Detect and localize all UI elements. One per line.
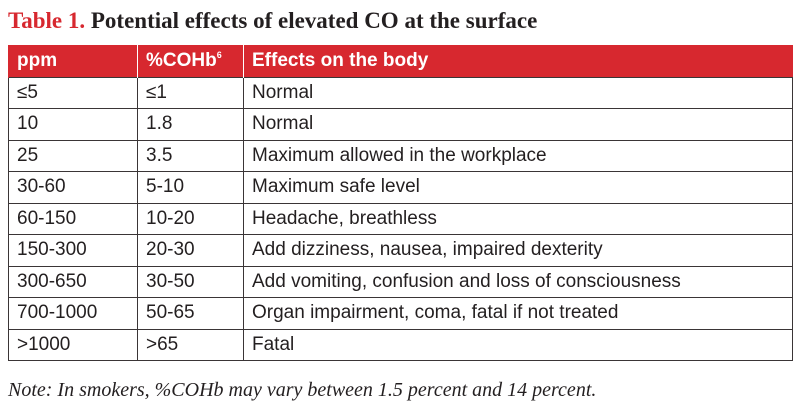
table-body: ≤5 ≤1 Normal 10 1.8 Normal 25 3.5 Maximum allowe… [8, 76, 793, 361]
cell-effect: Headache, breathless [243, 202, 793, 235]
table-note: Note: In smokers, %COHb may vary between… [8, 379, 597, 401]
cell-effect: Organ impairment, coma, fatal if not tre… [243, 297, 793, 330]
table-number-label: Table 1. [8, 8, 86, 33]
cell-cohb: 50-65 [137, 297, 244, 330]
cell-cohb: 10-20 [137, 202, 244, 235]
table-row: 300-650 30-50 Add vomiting, confusion and … [8, 265, 793, 298]
cell-cohb: 30-50 [137, 265, 244, 298]
table-header: ppm %COHb6 Effects on the body [8, 45, 793, 77]
table-title: Potential effects of elevated CO at the … [90, 8, 538, 33]
table-row: 10 1.8 Normal [8, 108, 793, 141]
cell-effect: Maximum allowed in the workplace [243, 139, 793, 172]
cell-cohb: ≤1 [137, 76, 244, 109]
cell-ppm: 150-300 [8, 234, 138, 267]
header-effects: Effects on the body [243, 45, 793, 77]
table-caption: Table 1. Potential effects of elevated C… [8, 6, 537, 36]
cell-cohb: 20-30 [137, 234, 244, 267]
footnote-ref: 6 [216, 49, 222, 60]
header-cohb: %COHb6 [137, 45, 244, 77]
cell-ppm: 25 [8, 139, 138, 172]
cell-effect: Maximum safe level [243, 171, 793, 204]
table-row: 150-300 20-30 Add dizziness, nausea, impai… [8, 234, 793, 267]
cell-cohb: 3.5 [137, 139, 244, 172]
cell-cohb: 1.8 [137, 108, 244, 141]
cell-effect: Fatal [243, 328, 793, 361]
header-cohb-label: %COHb [146, 49, 217, 71]
header-ppm: ppm [8, 45, 138, 77]
cell-ppm: 700-1000 [8, 297, 138, 330]
cell-cohb: >65 [137, 328, 244, 361]
table-row: ≤5 ≤1 Normal [8, 76, 793, 109]
cell-effect: Add vomiting, confusion and loss of cons… [243, 265, 793, 298]
table-row: >1000 >65 Fatal [8, 328, 793, 361]
cell-effect: Normal [243, 76, 793, 109]
cell-cohb: 5-10 [137, 171, 244, 204]
cell-ppm: 30-60 [8, 171, 138, 204]
cell-ppm: 300-650 [8, 265, 138, 298]
cell-ppm: ≤5 [8, 76, 138, 109]
header-row: ppm %COHb6 Effects on the body [8, 45, 793, 77]
co-effects-table: ppm %COHb6 Effects on the body ≤5 ≤1 Norma… [8, 45, 793, 361]
cell-ppm: 10 [8, 108, 138, 141]
table-row: 25 3.5 Maximum allowed in the workplace [8, 139, 793, 172]
cell-effect: Normal [243, 108, 793, 141]
cell-effect: Add dizziness, nausea, impaired dexterit… [243, 234, 793, 267]
table-row: 30-60 5-10 Maximum safe level [8, 171, 793, 204]
cell-ppm: 60-150 [8, 202, 138, 235]
table-row: 700-1000 50-65 Organ impairment, coma, fat… [8, 297, 793, 330]
table-row: 60-150 10-20 Headache, breathless [8, 202, 793, 235]
cell-ppm: >1000 [8, 328, 138, 361]
